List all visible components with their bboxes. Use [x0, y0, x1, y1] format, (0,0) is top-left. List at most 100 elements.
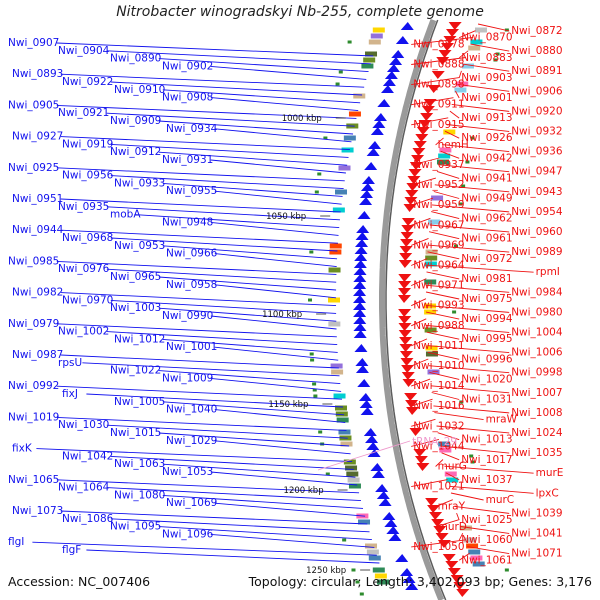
left-strand-gene — [400, 568, 414, 576]
kbp-marker-label: 1150 kbp — [268, 400, 308, 410]
leader-line-left — [60, 354, 339, 369]
left-strand-gene — [354, 246, 368, 254]
gene-label-left: Nwi_1022 — [110, 365, 161, 377]
right-strand-gene — [411, 155, 425, 163]
left-strand-gene — [373, 113, 387, 121]
genome-backbone — [379, 18, 445, 600]
right-strand-gene — [398, 260, 412, 268]
leader-line-left — [56, 416, 347, 431]
leader-line-right — [438, 164, 510, 173]
leader-line-right — [411, 97, 454, 106]
feature-tracks — [308, 18, 509, 600]
left-strand-gene — [386, 526, 400, 534]
gene-label-right: Nwi_1014 — [413, 380, 465, 392]
gene-label-right: Nwi_0947 — [511, 166, 562, 178]
gene-label-right: Nwi_0870 — [461, 32, 512, 44]
leader-line-right — [425, 304, 510, 313]
gene-label-left: Nwi_0890 — [110, 53, 161, 65]
leader-line-left — [56, 167, 345, 182]
feature-block — [336, 417, 349, 423]
feature-block — [454, 87, 467, 93]
feature-block — [347, 477, 360, 483]
right-strand-gene — [412, 148, 426, 156]
gene-label-left: Nwi_0909 — [110, 115, 161, 127]
gc-mark — [318, 430, 323, 434]
gene-label-left: Nwi_1073 — [12, 505, 63, 517]
leader-line-left — [56, 260, 337, 275]
gene-label-right: Nwi_1007 — [511, 387, 562, 399]
leader-line-left — [56, 42, 374, 57]
leader-line-right — [444, 465, 534, 474]
left-strand-gene — [370, 127, 384, 135]
left-strand-gene — [353, 260, 367, 268]
gene-label-left: Nwi_0979 — [8, 318, 59, 330]
leader-line-right — [431, 211, 460, 220]
feature-block — [331, 369, 344, 375]
right-strand-gene — [425, 498, 439, 506]
gene-label-left: Nwi_0902 — [162, 60, 213, 72]
right-strand-gene — [445, 561, 459, 569]
gene-label-right: Nwi_0906 — [511, 85, 563, 97]
leader-line-right — [436, 170, 460, 179]
right-strand-gene — [401, 372, 415, 380]
left-strand-gene — [353, 323, 367, 331]
leader-line-right — [444, 130, 460, 139]
gene-label-right: Nwi_0994 — [461, 313, 513, 325]
right-strand-gene — [400, 358, 414, 366]
right-strand-gene — [402, 379, 416, 387]
left-strand-gene — [384, 71, 398, 79]
feature-block — [348, 111, 361, 117]
gene-label-right: Nwi_0952 — [413, 179, 464, 191]
leader-line-right — [411, 197, 434, 206]
gene-label-left: Nwi_0921 — [58, 107, 109, 119]
right-strand-gene — [414, 456, 428, 464]
gene-label-right: Nwi_1021 — [413, 481, 464, 493]
right-strand-gene — [405, 400, 419, 408]
feature-block — [436, 159, 449, 165]
leader-line-left — [162, 401, 345, 416]
feature-block — [348, 483, 361, 489]
leader-line-right — [441, 452, 460, 461]
feature-block — [424, 261, 437, 267]
gene-label-right: Nwi_1011 — [413, 340, 464, 352]
gene-label-right: Nwi_0878 — [413, 38, 464, 50]
leader-line-trna — [317, 440, 411, 471]
leader-line-right — [459, 30, 476, 39]
kbp-marker-label: 1000 kbp — [282, 114, 322, 124]
feature-block — [372, 567, 385, 573]
right-strand-gene — [413, 141, 427, 149]
right-strand-gene — [404, 393, 418, 401]
right-strand-gene — [398, 309, 412, 317]
leader-line-right — [411, 278, 427, 287]
feature-block — [329, 249, 342, 255]
leader-line-left — [210, 377, 342, 392]
right-strand-gene — [399, 253, 413, 261]
right-strand-gene — [398, 288, 412, 296]
left-strand-gene — [366, 442, 380, 450]
gc-mark — [454, 244, 459, 248]
right-strand-gene — [427, 505, 441, 513]
right-strand-gene — [404, 197, 418, 205]
gene-label-right: Nwi_1006 — [511, 347, 563, 359]
left-strand-gene — [382, 512, 396, 520]
gc-mark — [495, 52, 500, 56]
gene-label-left: Nwi_1065 — [8, 474, 59, 486]
gene-label-right: mraW — [486, 414, 518, 426]
gene-label-right: Nwi_0941 — [461, 172, 512, 184]
leader-line-right — [411, 177, 436, 186]
gene-label-left: Nwi_0951 — [12, 193, 63, 205]
leader-line-right — [431, 392, 460, 400]
gc-mark — [325, 472, 330, 476]
leader-line-right — [446, 124, 510, 132]
left-strand-gene — [353, 316, 367, 324]
leader-line-right — [426, 331, 460, 340]
gene-label-left: Nwi_1069 — [166, 497, 217, 509]
gene-label-right: murC — [486, 494, 515, 506]
right-strand-gene — [399, 344, 413, 352]
leader-line-left — [162, 245, 338, 260]
gene-label-right: Nwi_1071 — [511, 548, 562, 560]
gene-label-right: Nwi_0883 — [461, 52, 512, 64]
right-strand-gene — [409, 162, 423, 170]
leader-line-left — [106, 50, 371, 65]
